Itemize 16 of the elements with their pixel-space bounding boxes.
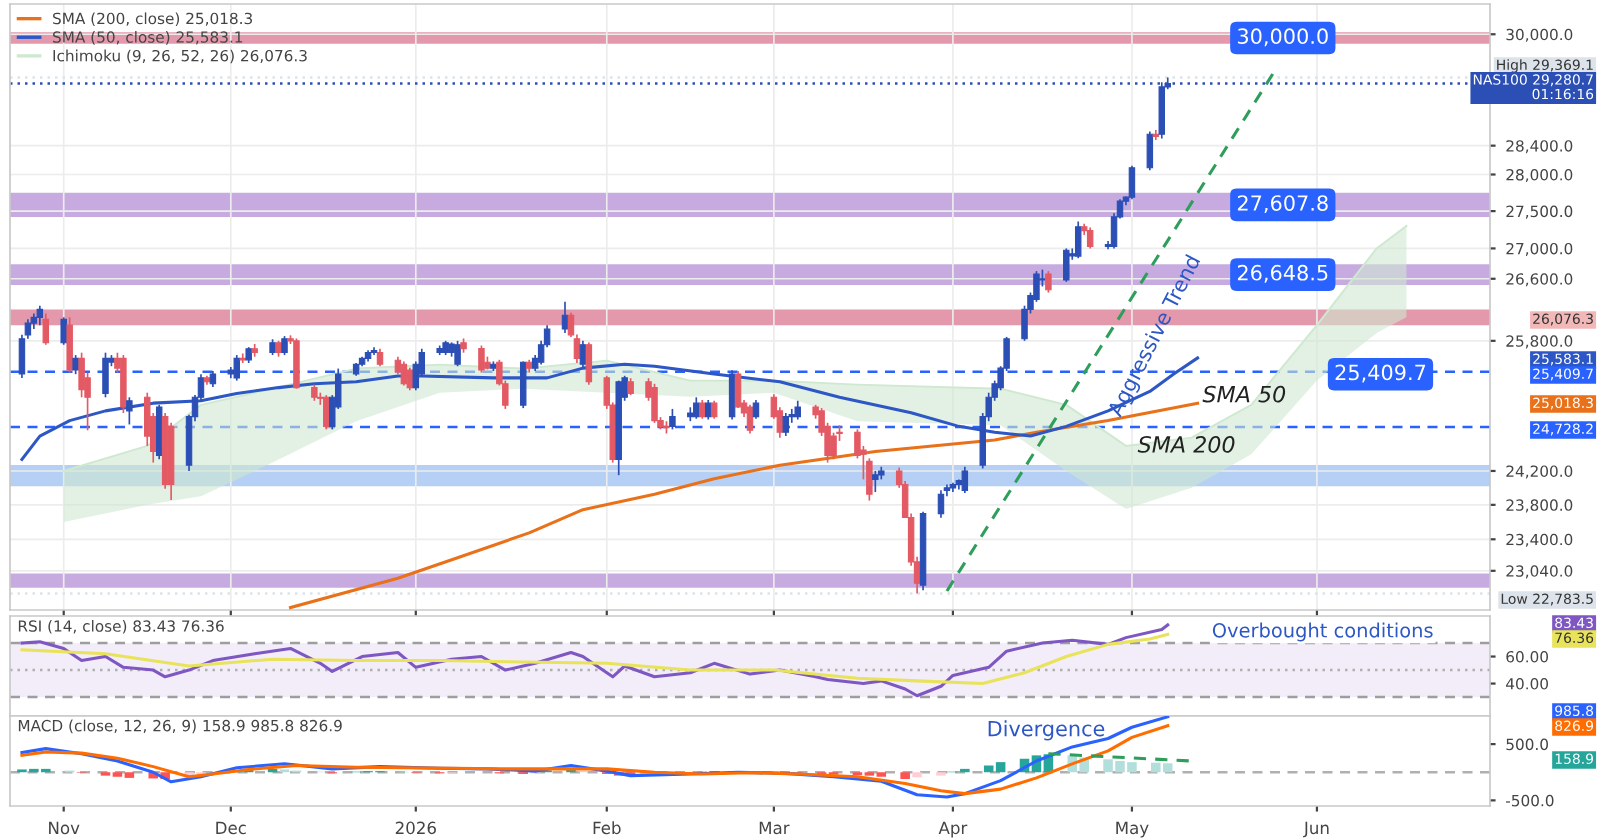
annotation: Divergence [988,720,1105,741]
x-tick-label: Feb [593,821,621,835]
x-tick-label: Nov [49,821,80,835]
annotation: SMA 200 [1137,436,1235,453]
annotation: SMA 50 [1202,385,1286,403]
x-tick-label: Dec [216,821,246,835]
annotation: Overbought conditions [1212,622,1433,642]
band-label: 27,607.8 [1237,195,1328,214]
x-tick-label: Jun [1303,821,1329,838]
x-tick-label: Mar [759,821,790,835]
band-label: 30,000.0 [1238,28,1328,47]
x-tick-label: May [1116,821,1149,838]
x-tick-label: 2026 [395,821,436,835]
band-label: 26,648.5 [1237,264,1328,283]
x-tick-label: Apr [938,821,968,838]
annotation: 25,409.7 [1335,364,1426,383]
